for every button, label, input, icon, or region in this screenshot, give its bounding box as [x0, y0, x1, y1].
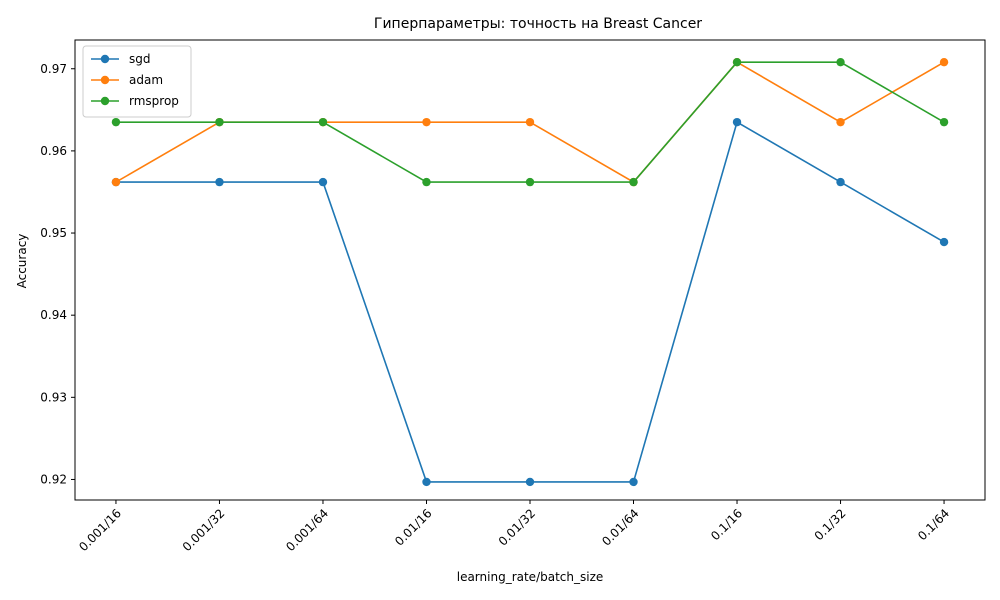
data-point-adam: [525, 117, 535, 127]
data-point-sgd: [629, 477, 638, 487]
data-point-rmsprop: [111, 117, 121, 127]
data-point-rmsprop: [215, 117, 224, 127]
data-point-sgd: [525, 477, 535, 487]
x-tick-label: 0.001/32: [180, 506, 228, 554]
legend-label-rmsprop: rmsprop: [129, 94, 179, 108]
legend-marker-sgd: [100, 54, 110, 64]
data-point-adam: [939, 57, 949, 67]
data-point-rmsprop: [629, 177, 638, 187]
y-tick-label: 0.97: [40, 62, 67, 76]
data-point-rmsprop: [318, 117, 328, 127]
data-point-sgd: [215, 177, 224, 187]
legend: sgd adam rmsprop: [82, 45, 192, 118]
data-point-sgd: [836, 177, 845, 187]
x-tick-label: 0.01/16: [392, 506, 434, 548]
legend-marker-rmsprop: [100, 96, 110, 106]
data-point-rmsprop: [525, 177, 535, 187]
x-tick-label: 0.1/32: [812, 506, 849, 543]
plot-frame: [74, 39, 986, 501]
data-point-adam: [111, 177, 121, 187]
x-tick-label: 0.1/64: [915, 506, 952, 543]
legend-label-sgd: sgd: [129, 52, 151, 66]
data-point-sgd: [732, 117, 742, 127]
x-tick-label: 0.001/64: [283, 506, 331, 554]
data-point-rmsprop: [939, 117, 949, 127]
legend-box: [82, 45, 192, 118]
y-tick-label: 0.96: [40, 144, 67, 158]
y-tick-label: 0.95: [40, 226, 67, 240]
data-point-sgd: [318, 177, 328, 187]
data-point-rmsprop: [732, 57, 742, 67]
x-axis-label: learning_rate/batch_size: [457, 570, 604, 584]
data-point-sgd: [422, 477, 431, 487]
data-point-adam: [422, 117, 431, 127]
data-point-adam: [836, 117, 845, 127]
y-tick-label: 0.94: [40, 308, 67, 322]
data-point-rmsprop: [836, 57, 845, 67]
y-tick-label: 0.93: [40, 390, 67, 404]
x-tick-label: 0.001/16: [76, 506, 124, 554]
x-tick-label: 0.01/64: [599, 506, 641, 548]
legend-label-adam: adam: [129, 73, 163, 87]
data-point-sgd: [939, 237, 949, 247]
data-point-rmsprop: [422, 177, 431, 187]
series-line-sgd: [115, 120, 945, 483]
chart-title: Гиперпараметры: точность на Breast Cance…: [374, 16, 702, 32]
x-tick-label: 0.1/16: [708, 506, 745, 543]
y-axis-label: Accuracy: [15, 234, 29, 289]
x-tick-label: 0.01/32: [496, 506, 538, 548]
legend-marker-adam: [100, 75, 110, 85]
y-tick-label: 0.92: [40, 472, 67, 486]
